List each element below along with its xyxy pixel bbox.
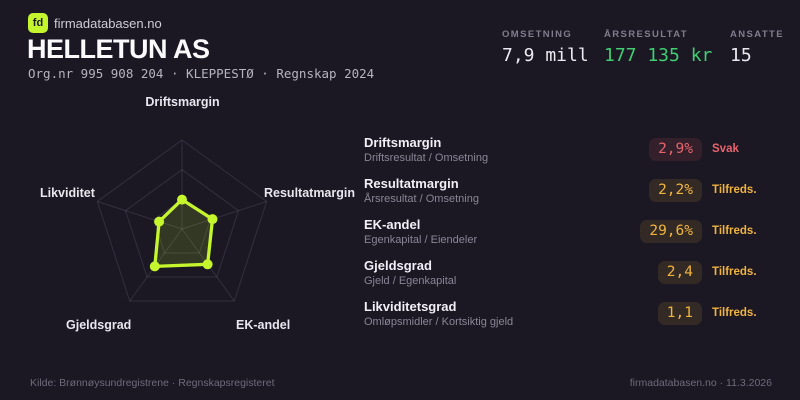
metric-title: Resultatmargin xyxy=(364,175,459,191)
stat-label: ÅRSRESULTAT xyxy=(604,29,689,40)
metric-value-badge: 2,4 xyxy=(657,260,702,284)
metric-value-badge: 2,2% xyxy=(649,178,702,202)
metric-row-gjeldsgrad: Gjeldsgrad Gjeld / Egenkapital 2,4 Tilfr… xyxy=(364,254,776,290)
metric-status: Tilfreds. xyxy=(712,266,757,278)
metric-row-resultatmargin: Resultatmargin Årsresultat / Omsetning 2… xyxy=(364,172,776,208)
metrics-list: Driftsmargin Driftsresultat / Omsetning … xyxy=(364,131,776,336)
metric-value-badge: 1,1 xyxy=(657,301,702,325)
radar-axis-label-gjeldsgrad: Gjeldsgrad xyxy=(66,318,132,332)
page-title: HELLETUN AS xyxy=(27,34,210,64)
metric-status: Tilfreds. xyxy=(712,184,757,196)
metric-formula: Egenkapital / Eiendeler xyxy=(364,233,478,246)
metric-title: Likviditetsgrad xyxy=(364,298,457,314)
company-meta-line: Org.nr 995 908 204 · KLEPPESTØ · Regnska… xyxy=(28,66,375,81)
metric-formula: Årsresultat / Omsetning xyxy=(364,192,479,205)
metric-row-ek-andel: EK-andel Egenkapital / Eiendeler 29,6% T… xyxy=(364,213,776,249)
metric-row-driftsmargin: Driftsmargin Driftsresultat / Omsetning … xyxy=(364,131,776,167)
stat-label: ANSATTE xyxy=(730,29,784,40)
radar-chart xyxy=(96,139,268,302)
footer-source: Kilde: Brønnøysundregistrene · Regnskaps… xyxy=(30,377,275,389)
stat-arsresultat: ÅRSRESULTAT 177 135 kr xyxy=(604,29,712,66)
radar-axis-label-likviditet: Likviditet xyxy=(40,186,95,200)
metric-formula: Gjeld / Egenkapital xyxy=(364,274,457,287)
stat-label: OMSETNING xyxy=(502,29,573,40)
metric-title: EK-andel xyxy=(364,216,421,232)
radar-axis-label-ek-andel: EK-andel xyxy=(236,318,291,332)
metric-formula: Omløpsmidler / Kortsiktig gjeld xyxy=(364,315,514,328)
metric-formula: Driftsresultat / Omsetning xyxy=(364,151,489,164)
metric-row-likviditetsgrad: Likviditetsgrad Omløpsmidler / Kortsikti… xyxy=(364,295,776,331)
metric-value-badge: 2,9% xyxy=(649,137,702,161)
radar-axis-label-resultatmargin: Resultatmargin xyxy=(264,186,355,200)
metric-status: Tilfreds. xyxy=(712,307,757,319)
metric-status: Svak xyxy=(712,143,739,155)
metric-title: Driftsmargin xyxy=(364,134,442,150)
metric-title: Gjeldsgrad xyxy=(364,257,432,273)
stat-value: 15 xyxy=(730,45,752,66)
site-name: firmadatabasen.no xyxy=(54,16,162,31)
radar-axis-label-driftsmargin: Driftsmargin xyxy=(145,95,220,109)
stat-value: 177 135 kr xyxy=(604,45,713,66)
footer-site-date: firmadatabasen.no · 11.3.2026 xyxy=(629,377,772,389)
metric-value-badge: 29,6% xyxy=(640,219,702,243)
metric-status: Tilfreds. xyxy=(712,225,757,237)
stat-value: 7,9 mill xyxy=(502,45,589,66)
stat-ansatte: ANSATTE 15 xyxy=(730,29,784,66)
stat-omsetning: OMSETNING 7,9 mill xyxy=(502,29,589,66)
brand-logo-icon: fd xyxy=(28,13,48,33)
